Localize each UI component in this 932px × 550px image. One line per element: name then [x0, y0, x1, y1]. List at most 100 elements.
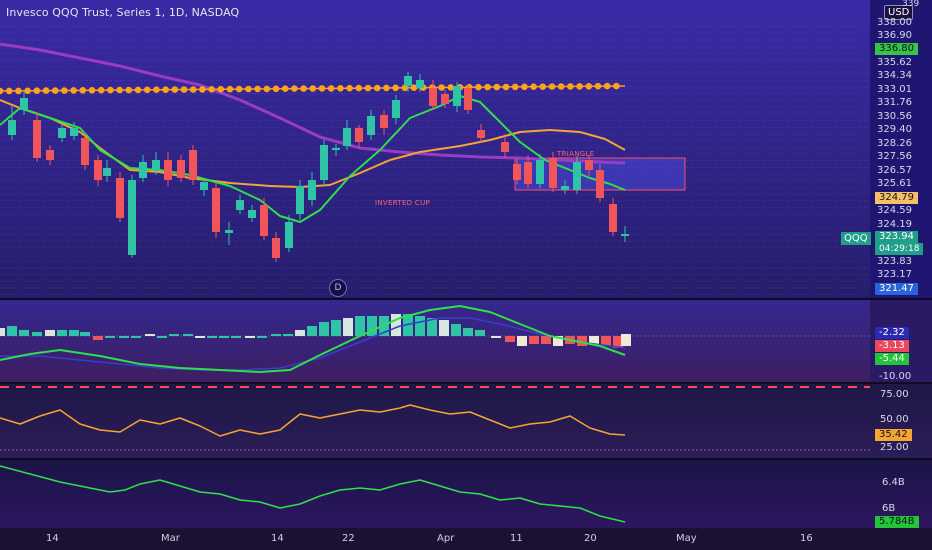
rsi-tag: 35.42 — [875, 429, 912, 441]
candle-body — [355, 128, 363, 142]
resistance-dot — [143, 86, 151, 94]
resistance-dot — [521, 83, 528, 91]
resistance-dot — [134, 86, 142, 94]
candle-body — [596, 170, 604, 198]
resistance-dot — [613, 82, 620, 90]
macd-bar — [541, 336, 551, 344]
resistance-dot — [475, 83, 482, 91]
price-label: 335.62 — [877, 57, 912, 68]
currency-button[interactable]: USD — [884, 5, 914, 20]
resistance-dot — [567, 83, 574, 90]
candle-body — [501, 142, 509, 152]
resistance-dot — [171, 86, 179, 93]
price-label: 323.17 — [877, 269, 912, 280]
time-label: 20 — [584, 533, 597, 544]
price-label: 324.59 — [877, 205, 912, 216]
macd-bar — [343, 318, 353, 336]
macd-bar — [553, 336, 563, 346]
candle-body — [248, 210, 256, 218]
macd-bar — [231, 336, 241, 338]
resistance-dot — [373, 84, 381, 92]
resistance-dot — [208, 86, 215, 93]
macd-bar — [207, 336, 217, 338]
resistance-dot — [263, 85, 271, 93]
macd-bar — [415, 316, 425, 336]
price-label-partial: 339 — [902, 0, 920, 9]
resistance-dot — [245, 85, 252, 93]
candle-body — [139, 162, 147, 178]
resistance-dot — [410, 84, 418, 91]
resistance-dot — [125, 86, 133, 94]
resistance-dot — [107, 86, 114, 94]
candle-body — [285, 222, 293, 248]
macd-bar — [69, 330, 79, 336]
candle-body — [94, 160, 102, 180]
resistance-dot — [511, 83, 519, 91]
price-tag-current: 323.94 — [875, 231, 918, 243]
resistance-dot — [309, 85, 317, 92]
ma-short-line — [0, 95, 626, 223]
macd-bar — [105, 336, 115, 338]
resistance-dot — [327, 85, 335, 92]
candle-body — [380, 115, 388, 128]
macd-bar — [331, 320, 341, 336]
candle-body — [81, 138, 89, 165]
candle-body — [200, 182, 208, 190]
candle-body — [404, 76, 412, 86]
macd-bar — [119, 336, 129, 338]
macd-bar — [93, 336, 103, 340]
time-label: May — [676, 533, 697, 544]
price-label: 328.26 — [877, 138, 912, 149]
resistance-dot — [318, 85, 326, 92]
macd-bar — [451, 324, 461, 336]
chart-title[interactable]: Invesco QQQ Trust, Series 1, 1D, NASDAQ — [6, 6, 240, 19]
candle-body — [260, 205, 268, 236]
macd-panel — [0, 300, 870, 382]
inverted-cup-annotation[interactable]: INVERTED CUP — [375, 199, 431, 207]
macd-bar — [517, 336, 527, 346]
symbol-tag: QQQ — [841, 232, 871, 245]
macd-signal-line — [0, 317, 626, 371]
time-label: Mar — [161, 533, 180, 544]
volume-label: 6.4B — [882, 477, 905, 488]
candle-body — [212, 188, 220, 232]
macd-bar — [463, 328, 473, 336]
volume-panel — [0, 460, 932, 528]
volume-tag: 5.784B — [875, 516, 919, 528]
macd-bar — [157, 336, 167, 338]
candle-body — [236, 200, 244, 210]
candle-body — [464, 88, 472, 110]
price-label: 336.90 — [877, 30, 912, 41]
resistance-dot — [438, 84, 445, 91]
resistance-dot — [576, 83, 583, 90]
price-label: 323.83 — [877, 256, 912, 267]
candle-body — [429, 88, 437, 106]
time-axis-panel — [0, 528, 932, 550]
resistance-dot — [180, 86, 188, 93]
candle-body — [225, 230, 233, 233]
resistance-dot — [548, 83, 556, 90]
candle-body — [524, 162, 532, 184]
dividend-badge[interactable]: D — [329, 279, 347, 297]
price-countdown: 04:29:18 — [875, 243, 924, 255]
macd-bar — [439, 320, 449, 336]
candle-body — [392, 100, 400, 118]
candle-body — [128, 180, 136, 255]
time-label: 16 — [800, 533, 813, 544]
macd-bar — [57, 330, 67, 336]
macd-bar — [169, 334, 179, 336]
candle-body — [621, 234, 629, 236]
macd-bar — [529, 336, 539, 344]
volume-label: 6B — [882, 503, 896, 514]
price-label-bottom: 321.47 — [875, 283, 918, 295]
resistance-dot — [401, 84, 409, 92]
resistance-dot — [0, 87, 4, 95]
candle-body — [549, 158, 557, 188]
macd-bar — [355, 316, 365, 336]
triangle-annotation[interactable]: TRIANGLE — [557, 150, 595, 158]
resistance-dot — [97, 86, 105, 94]
rsi-label: 50.00 — [880, 414, 909, 425]
macd-bar — [601, 336, 611, 346]
resistance-dot — [346, 84, 353, 92]
